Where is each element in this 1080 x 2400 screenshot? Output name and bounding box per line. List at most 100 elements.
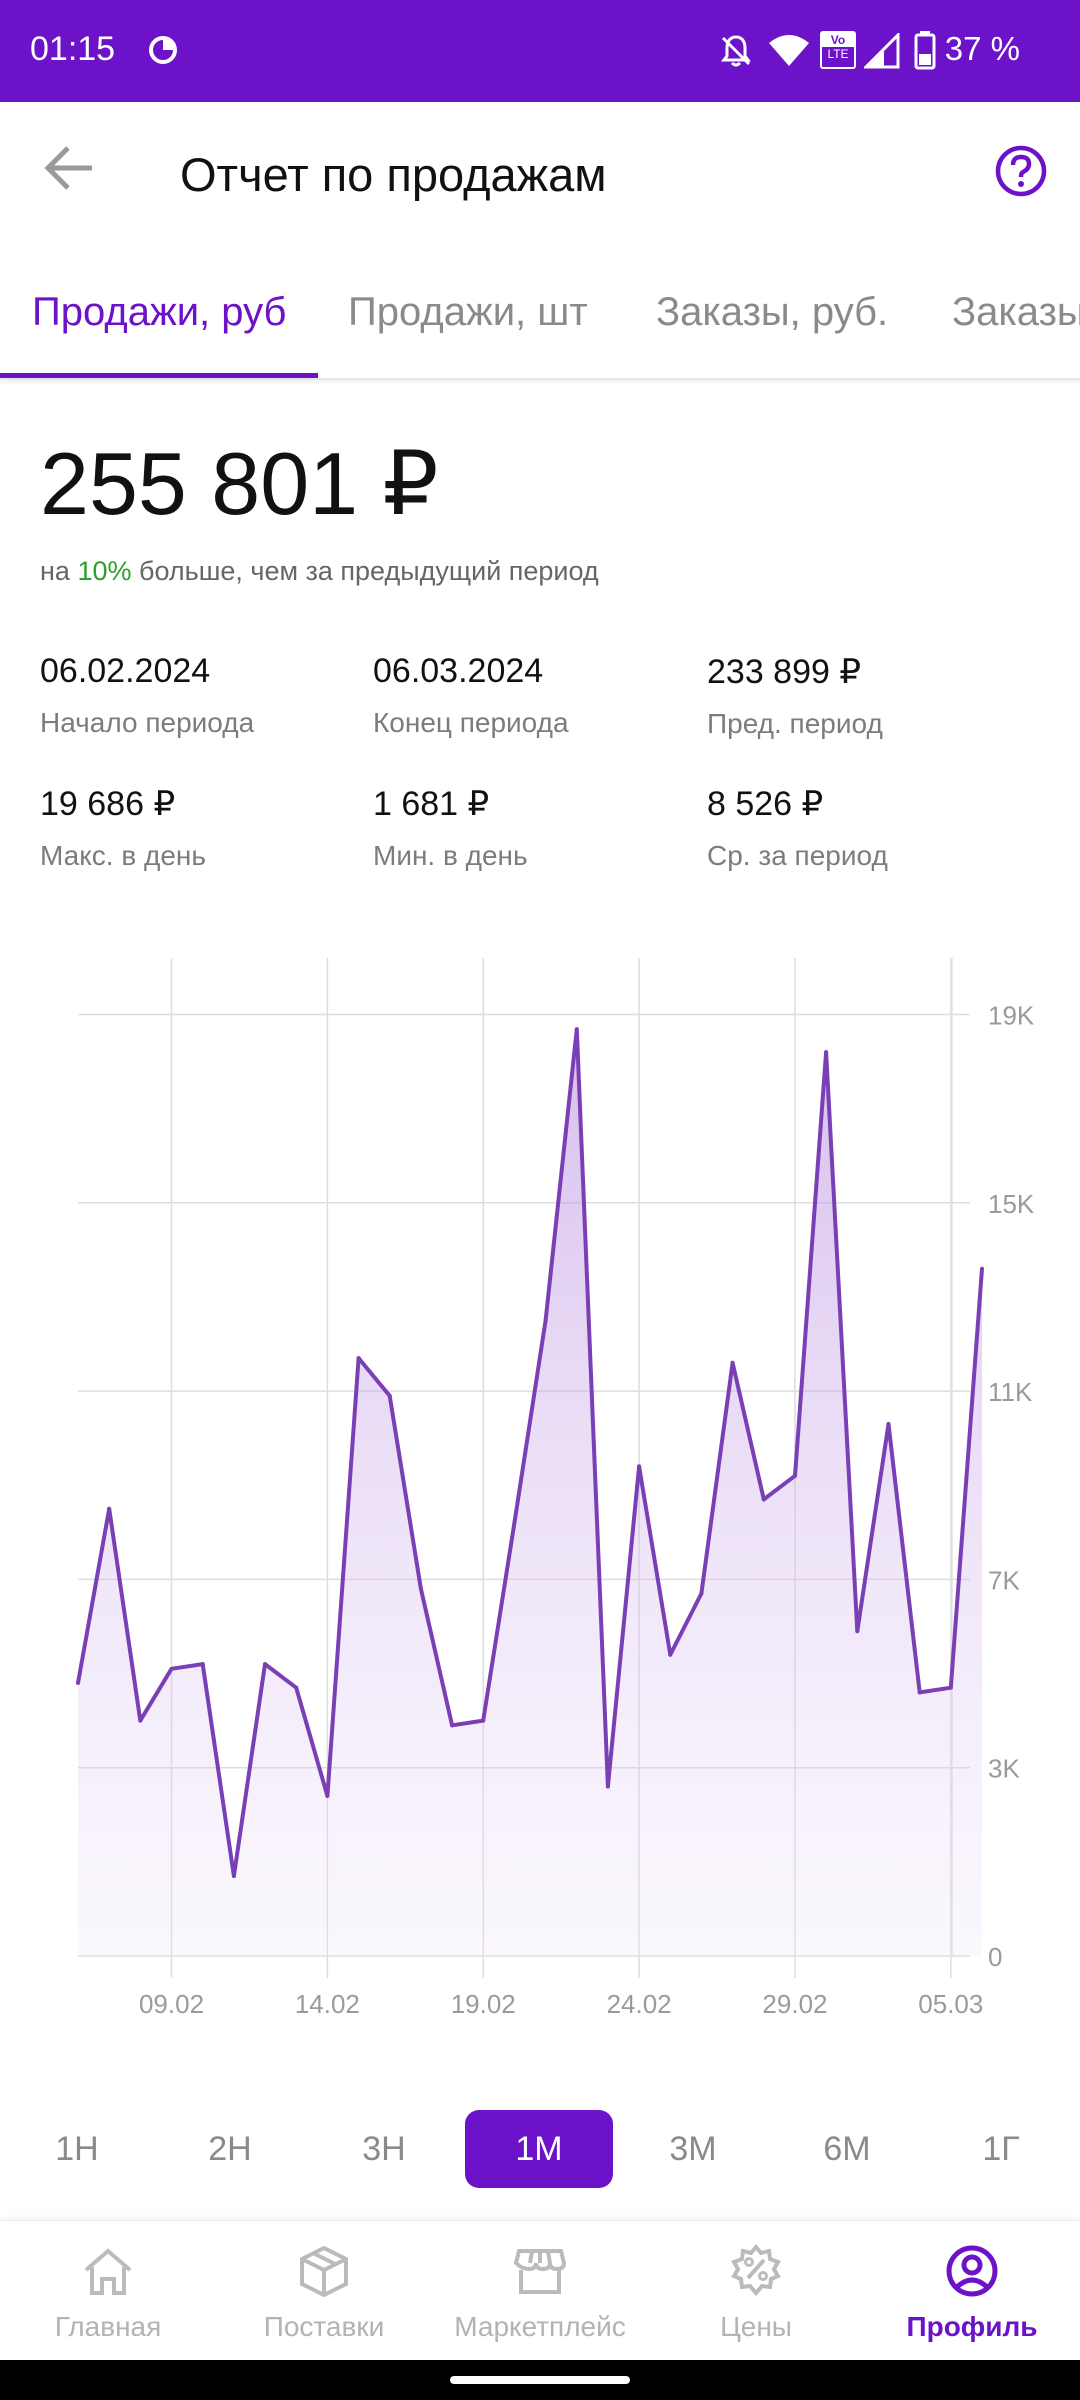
sales-point — [605, 1784, 610, 1789]
nav-label: Главная — [54, 2311, 162, 2342]
discount-icon — [731, 2243, 781, 2297]
help-icon[interactable] — [994, 144, 1048, 198]
sales-area-fill — [78, 1029, 982, 1956]
period-3-months[interactable]: 3М — [669, 2129, 717, 2168]
sales-point — [294, 1685, 299, 1690]
period-3-weeks[interactable]: 3Н — [362, 2129, 406, 2168]
app-bar: Отчет по продажам — [0, 102, 1080, 242]
sales-point — [512, 1520, 517, 1525]
sales-point — [138, 1718, 143, 1723]
sales-point — [387, 1393, 392, 1398]
period-1-week[interactable]: 1Н — [55, 2129, 99, 2168]
status-bar: 01:15 Vo LTE 37 % — [0, 0, 1080, 102]
sales-line — [76, 1027, 984, 1878]
volte-label-top: Vo — [822, 33, 854, 47]
stat-label: Конец периода — [373, 707, 569, 738]
comparison-prefix: на — [40, 556, 78, 586]
stat-label: Макс. в день — [40, 840, 206, 871]
home-gesture-handle[interactable] — [450, 2376, 630, 2384]
sales-point — [917, 1690, 922, 1695]
sales-point — [855, 1629, 860, 1634]
stat-label: Пред. период — [707, 708, 883, 739]
stat-label: Мин. в день — [373, 840, 528, 871]
y-tick-label: 3K — [988, 1754, 1020, 1784]
sales-point — [980, 1266, 984, 1271]
stat-value: 8 526 ₽ — [707, 785, 824, 823]
tab-orders-rub[interactable]: Заказы, руб. — [656, 290, 889, 334]
stat-value: 19 686 ₽ — [40, 785, 176, 823]
period-1-year[interactable]: 1Г — [982, 2129, 1020, 2168]
stat-previous-period: 233 899 ₽ Пред. период — [707, 652, 883, 740]
profile-icon — [946, 2245, 998, 2297]
volte-label-bottom: LTE — [827, 47, 849, 61]
y-tick-label: 7K — [988, 1565, 1020, 1595]
nav-label: Поставки — [263, 2311, 385, 2342]
nav-prices[interactable]: Цены — [648, 2221, 864, 2361]
back-arrow-icon[interactable] — [40, 138, 100, 198]
sales-point — [481, 1718, 486, 1723]
sales-point — [325, 1793, 330, 1798]
x-tick-label: 14.02 — [295, 1989, 360, 2019]
y-tick-label: 15K — [988, 1189, 1035, 1219]
battery-icon — [914, 31, 936, 70]
stat-period-end: 06.03.2024 Конец периода — [373, 652, 569, 739]
active-tab-indicator — [0, 373, 318, 378]
sales-point — [948, 1685, 953, 1690]
store-icon — [513, 2249, 567, 2294]
sales-point — [824, 1050, 829, 1055]
x-tick-label: 05.03 — [918, 1989, 983, 2019]
nav-supplies[interactable]: Поставки — [216, 2221, 432, 2361]
tab-sales-units[interactable]: Продажи, шт — [348, 290, 588, 334]
sales-chart[interactable]: 0 3K 7K 11K 15K 19K 09.02 14.02 19.02 24.02 29.02 0… — [0, 958, 1080, 2048]
volte-icon: Vo LTE — [820, 31, 856, 69]
stat-max-per-day: 19 686 ₽ Макс. в день — [40, 784, 206, 872]
x-tick-label: 09.02 — [139, 1989, 204, 2019]
mute-bell-icon — [721, 35, 751, 67]
stat-value: 233 899 ₽ — [707, 653, 861, 691]
report-tabs: Продажи, руб Продажи, шт Заказы, руб. За… — [0, 268, 1080, 380]
stat-label: Ср. за период — [707, 840, 888, 871]
sales-point — [792, 1473, 797, 1478]
sales-point — [730, 1360, 735, 1365]
x-tick-label: 19.02 — [451, 1989, 516, 2019]
sales-point — [543, 1318, 548, 1323]
period-6-months[interactable]: 6М — [823, 2129, 871, 2168]
status-time: 01:15 — [30, 30, 116, 68]
sales-point — [356, 1356, 361, 1361]
home-icon — [84, 2248, 132, 2295]
x-tick-label: 24.02 — [607, 1989, 672, 2019]
nav-label: Профиль — [906, 2311, 1038, 2342]
period-selector: 1Н 2Н 3Н 1М 3М 6М 1Г — [0, 2110, 1080, 2190]
sales-point — [450, 1723, 455, 1728]
period-comparison: на 10% больше, чем за предыдущий период — [40, 556, 599, 587]
period-1-month[interactable]: 1М — [465, 2110, 613, 2188]
tab-sales-rub[interactable]: Продажи, руб — [32, 290, 287, 334]
total-sales: 255 801 ₽ — [40, 434, 439, 533]
nav-marketplace[interactable]: Маркетплейс — [432, 2221, 648, 2361]
page-title: Отчет по продажам — [180, 148, 607, 201]
sales-point — [169, 1666, 174, 1671]
sales-point — [231, 1873, 236, 1878]
nav-profile[interactable]: Профиль — [864, 2221, 1080, 2361]
stat-min-per-day: 1 681 ₽ Мин. в день — [373, 784, 528, 872]
stat-label: Начало периода — [40, 707, 255, 738]
box-icon — [300, 2245, 348, 2298]
tab-orders-units[interactable]: Заказы, шт — [952, 290, 1080, 334]
system-gesture-bar — [0, 2360, 1080, 2400]
nav-label: Цены — [720, 2311, 792, 2342]
nav-label: Маркетплейс — [454, 2311, 626, 2342]
sales-point — [76, 1680, 80, 1685]
sales-point — [574, 1027, 579, 1032]
stat-average: 8 526 ₽ Ср. за период — [707, 784, 888, 872]
sales-point — [107, 1506, 112, 1511]
sales-point — [668, 1652, 673, 1657]
x-tick-label: 29.02 — [762, 1989, 827, 2019]
stat-value: 1 681 ₽ — [373, 785, 490, 823]
sales-point — [761, 1497, 766, 1502]
signal-icon — [864, 33, 900, 69]
stat-value: 06.02.2024 — [40, 652, 211, 690]
sales-point — [637, 1464, 642, 1469]
period-2-weeks[interactable]: 2Н — [208, 2129, 252, 2168]
nav-home[interactable]: Главная — [0, 2221, 216, 2361]
sales-point — [699, 1591, 704, 1596]
